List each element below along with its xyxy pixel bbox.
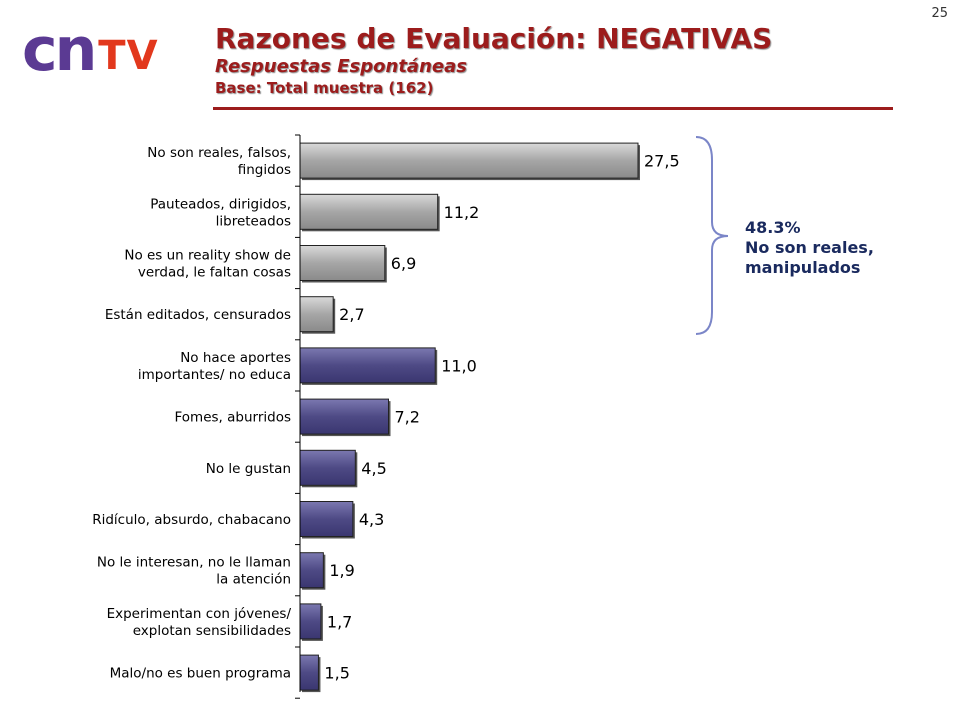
brace-icon	[695, 136, 729, 335]
value-label-4: 2,7	[339, 305, 364, 324]
value-label-5: 11,0	[441, 356, 477, 375]
brace-annotation: 48.3% No son reales, manipulados	[745, 218, 874, 278]
bar-3	[299, 245, 386, 281]
page-number: 25	[931, 6, 948, 21]
annotation-line-1: No son reales,	[745, 238, 874, 257]
value-label-11: 1,5	[324, 664, 349, 683]
bar-6	[299, 398, 389, 435]
annotation-line-2: manipulados	[745, 258, 861, 277]
value-label-9: 1,9	[329, 561, 354, 580]
value-label-1: 27,5	[644, 152, 680, 171]
page-title: Razones de Evaluación: NEGATIVAS	[215, 22, 773, 55]
bar-5	[299, 347, 436, 384]
header: Razones de Evaluación: NEGATIVAS Respues…	[215, 22, 772, 98]
logo-cn: cn	[22, 15, 97, 85]
annotation-percent: 48.3%	[745, 218, 801, 237]
category-label-5: No hace aportes importantes/ no educa	[138, 350, 291, 383]
category-label-1: No son reales, falsos, fingidos	[147, 145, 291, 178]
category-label-10: Experimentan con jóvenes/explotan sensib…	[107, 606, 292, 639]
value-label-7: 4,5	[361, 459, 386, 478]
bar-4	[299, 296, 334, 333]
logo-tv: TV	[98, 33, 159, 79]
bar-9	[299, 552, 324, 589]
bar-2	[299, 193, 439, 230]
title-divider	[213, 107, 893, 110]
category-label-2: Pauteados, dirigidos, libreteados	[150, 196, 291, 229]
cntv-logo: cn TV	[22, 15, 159, 86]
category-label-11: Malo/no es buen programa	[110, 666, 291, 682]
page-subtitle: Respuestas Espontáneas	[215, 56, 467, 77]
value-label-8: 4,3	[359, 510, 384, 529]
bar-11	[299, 654, 319, 691]
category-label-3: No es un reality show de verdad, le falta…	[124, 248, 291, 281]
category-label-7: No le gustan	[206, 461, 291, 477]
category-label-8: Ridículo, absurdo, chabacano	[92, 512, 291, 528]
value-label-2: 11,2	[444, 203, 480, 222]
value-label-3: 6,9	[391, 254, 416, 273]
bar-10	[299, 603, 322, 640]
value-label-10: 1,7	[327, 612, 352, 631]
value-label-6: 7,2	[394, 408, 419, 427]
category-label-4: Están editados, censurados	[105, 307, 291, 323]
bar-8	[299, 501, 354, 537]
category-label-6: Fomes, aburridos	[175, 410, 292, 426]
sample-base: Base: Total muestra (162)	[215, 79, 434, 97]
category-label-9: No le interesan, no le llaman la atención	[97, 555, 291, 588]
bar-1	[299, 142, 639, 179]
bar-7	[299, 449, 356, 486]
